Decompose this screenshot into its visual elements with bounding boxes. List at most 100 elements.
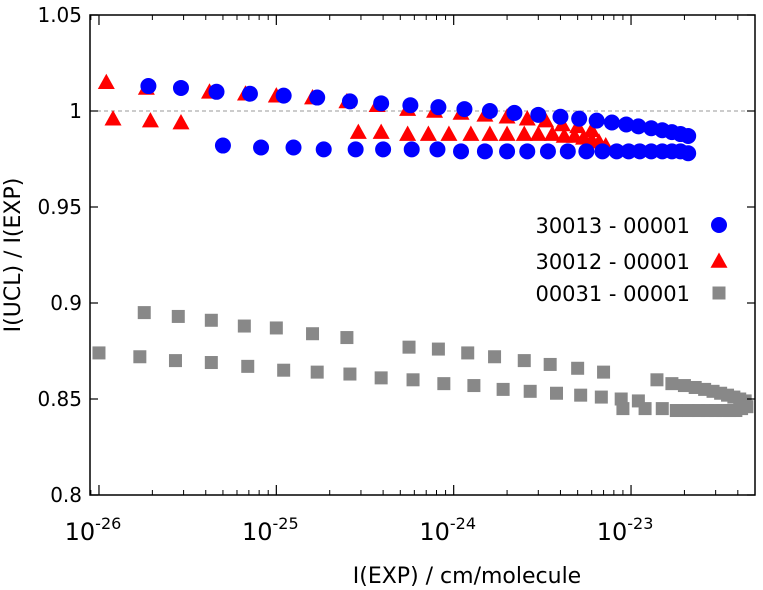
y-tick-label: 0.9 [50,291,82,315]
data-point-square [638,402,652,416]
legend-item: 30012 - 00001 [535,250,728,274]
data-point-square [740,400,754,414]
data-point-square [137,306,151,320]
data-point-square [133,350,147,364]
data-point-circle [402,97,419,114]
data-point-circle [680,145,697,162]
data-point-circle [241,85,258,102]
x-tick-label: 10-23 [597,514,654,546]
y-tick-label: 1.05 [37,3,82,27]
data-point-circle [620,143,637,160]
series-square [92,306,754,418]
data-point-circle [552,108,569,125]
data-point-square [204,356,218,370]
data-point-circle [594,143,611,160]
data-point-triangle [583,121,601,137]
data-point-circle [519,143,536,160]
data-point-square [496,382,510,396]
data-point-circle [608,143,625,160]
data-point-circle [430,99,447,116]
data-point-circle [208,83,225,100]
data-point-circle [506,104,523,121]
data-point-triangle [172,114,190,130]
data-point-circle [214,137,231,154]
data-point-square [597,365,611,379]
data-point-circle [631,143,648,160]
data-point-circle [481,103,498,119]
data-point-circle [253,139,270,156]
data-point-circle [530,106,547,123]
data-point-square [310,365,324,379]
data-point-square [467,379,481,393]
data-point-square [677,379,691,393]
y-axis-title: I(UCL) / I(EXP) [1,178,26,333]
data-point-triangle [419,125,437,141]
data-point-triangle [349,123,367,139]
data-point-square [343,367,357,381]
data-point-circle [571,110,588,127]
data-point-square [543,357,557,371]
data-point-circle [559,143,576,160]
legend: 30013 - 00001 30012 - 00001 00031 - 00001 [535,214,728,306]
data-point-square [488,350,502,364]
data-point-triangle [104,110,122,126]
data-point-square [431,342,445,356]
legend-item: 00031 - 00001 [535,282,726,306]
y-tick-label: 0.95 [37,195,82,219]
data-point-square [517,354,531,368]
data-point-square [92,346,106,360]
data-point-circle [429,141,446,158]
data-point-circle [275,87,292,104]
data-point-circle [375,141,392,158]
data-point-square [171,309,185,323]
data-point-square [402,340,416,354]
data-point-square [681,404,695,418]
data-point-square [571,361,585,375]
data-point-square [269,321,283,335]
data-point-circle [476,143,493,160]
data-point-circle [347,141,364,158]
data-point-square [594,390,608,404]
data-point-triangle [97,73,115,89]
data-point-square [655,402,669,416]
data-point-square [204,313,218,327]
data-point-square [437,377,451,391]
data-point-circle [499,143,516,160]
data-point-square [277,363,291,377]
x-tick-label: 10-24 [419,514,476,546]
data-point-square [241,359,255,373]
data-point-triangle [481,125,499,141]
data-point-triangle [462,125,480,141]
plot-frame [89,14,756,496]
data-point-triangle [543,125,561,141]
data-point-square [650,373,664,387]
legend-item: 30013 - 00001 [535,214,727,238]
data-point-circle [578,143,595,160]
data-point-square [665,377,679,391]
data-point-triangle [498,125,516,141]
y-tick-label: 1 [69,99,82,123]
data-point-circle [539,143,556,160]
data-point-circle [603,114,620,131]
data-point-circle [630,118,647,135]
data-point-square [340,331,354,345]
data-point-square [374,371,388,385]
data-point-triangle [372,123,390,139]
legend-marker-circle [711,217,727,233]
x-tick-label: 10-25 [242,514,299,546]
data-point-square [550,386,564,400]
data-point-triangle [399,125,417,141]
data-point-circle [140,78,157,95]
legend-label: 00031 - 00001 [535,282,690,306]
data-point-circle [341,93,358,110]
data-point-circle [453,143,470,160]
legend-marker-square [712,286,726,300]
data-point-square [168,354,182,368]
data-point-square [406,373,420,387]
data-point-square [669,404,683,418]
data-point-square [461,346,475,360]
data-point-square [574,388,588,402]
data-point-square [237,319,251,333]
data-point-circle [403,141,420,158]
